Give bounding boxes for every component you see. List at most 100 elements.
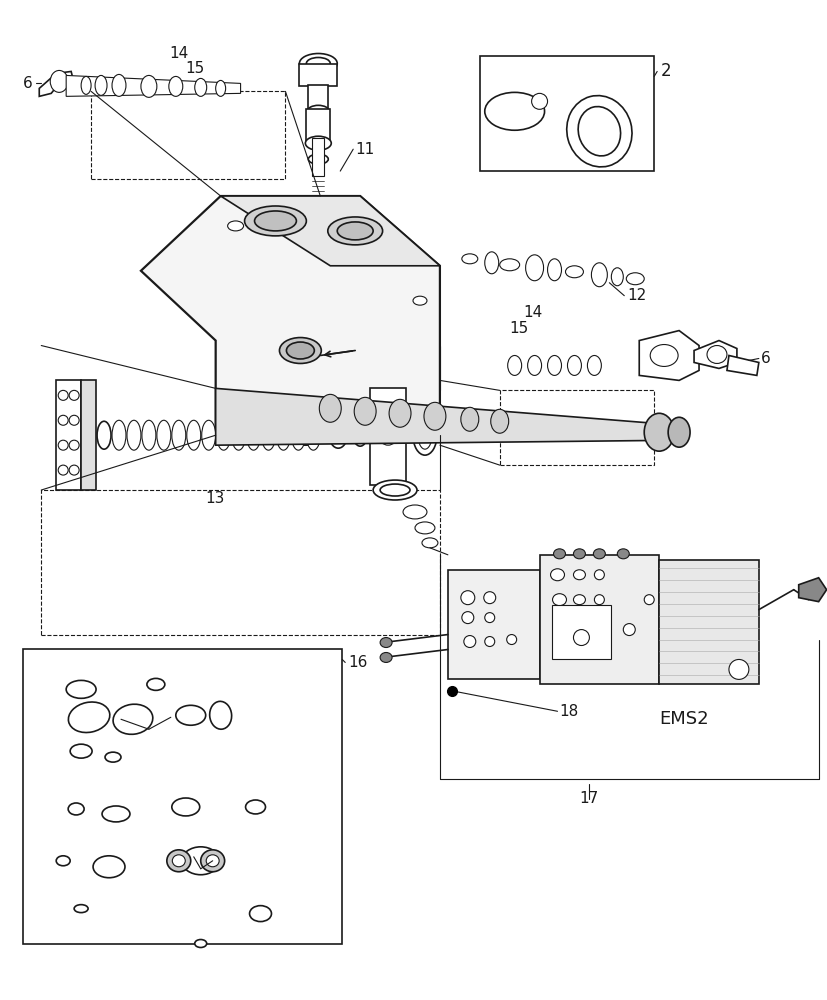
Ellipse shape xyxy=(461,407,478,431)
Text: EMS2: EMS2 xyxy=(658,710,708,728)
Ellipse shape xyxy=(246,800,265,814)
Ellipse shape xyxy=(706,346,726,363)
Ellipse shape xyxy=(280,338,321,363)
Ellipse shape xyxy=(354,397,375,425)
Ellipse shape xyxy=(127,420,141,450)
Ellipse shape xyxy=(105,752,121,762)
Polygon shape xyxy=(693,341,736,368)
Ellipse shape xyxy=(172,855,185,867)
Ellipse shape xyxy=(547,355,561,375)
Ellipse shape xyxy=(463,636,476,648)
Ellipse shape xyxy=(58,465,68,475)
Ellipse shape xyxy=(586,355,600,375)
Ellipse shape xyxy=(93,856,125,878)
Ellipse shape xyxy=(58,440,68,450)
Ellipse shape xyxy=(307,105,329,117)
Text: 18: 18 xyxy=(559,704,578,719)
Bar xyxy=(91,91,285,179)
Ellipse shape xyxy=(58,390,68,400)
Ellipse shape xyxy=(353,424,366,446)
Ellipse shape xyxy=(484,92,544,130)
Ellipse shape xyxy=(141,420,155,450)
Ellipse shape xyxy=(175,705,205,725)
Ellipse shape xyxy=(194,78,207,96)
Ellipse shape xyxy=(594,570,604,580)
Ellipse shape xyxy=(329,422,347,448)
Ellipse shape xyxy=(231,405,246,415)
Text: 6: 6 xyxy=(23,76,33,91)
Polygon shape xyxy=(215,388,678,445)
Ellipse shape xyxy=(461,612,473,624)
Ellipse shape xyxy=(194,940,207,947)
Ellipse shape xyxy=(69,465,79,475)
Polygon shape xyxy=(638,331,698,380)
Ellipse shape xyxy=(484,637,494,647)
Ellipse shape xyxy=(461,591,474,605)
Ellipse shape xyxy=(306,420,320,450)
Ellipse shape xyxy=(58,415,68,425)
Bar xyxy=(306,109,330,141)
Ellipse shape xyxy=(617,549,629,559)
Text: 14: 14 xyxy=(169,46,188,61)
Text: 17: 17 xyxy=(579,791,598,806)
Ellipse shape xyxy=(573,595,585,605)
Ellipse shape xyxy=(327,217,382,245)
Bar xyxy=(312,138,324,176)
Ellipse shape xyxy=(566,355,581,375)
Polygon shape xyxy=(66,75,241,96)
Ellipse shape xyxy=(146,678,165,690)
Ellipse shape xyxy=(141,75,156,97)
Ellipse shape xyxy=(500,259,519,271)
Text: 13: 13 xyxy=(205,491,225,506)
Ellipse shape xyxy=(610,268,623,286)
Ellipse shape xyxy=(244,206,306,236)
Ellipse shape xyxy=(286,425,324,445)
Ellipse shape xyxy=(299,54,337,73)
Ellipse shape xyxy=(254,211,296,231)
Ellipse shape xyxy=(527,355,541,375)
Ellipse shape xyxy=(461,254,477,264)
Ellipse shape xyxy=(69,415,79,425)
Ellipse shape xyxy=(547,259,561,281)
Polygon shape xyxy=(220,196,439,266)
Ellipse shape xyxy=(200,850,224,872)
Ellipse shape xyxy=(69,390,79,400)
Ellipse shape xyxy=(577,107,620,156)
Ellipse shape xyxy=(625,273,643,285)
Ellipse shape xyxy=(319,394,341,422)
Ellipse shape xyxy=(573,549,585,559)
Ellipse shape xyxy=(66,680,96,698)
Ellipse shape xyxy=(246,420,261,450)
Ellipse shape xyxy=(169,76,183,96)
Ellipse shape xyxy=(102,806,130,822)
Ellipse shape xyxy=(643,595,653,605)
Ellipse shape xyxy=(95,75,107,95)
Ellipse shape xyxy=(206,855,219,867)
Ellipse shape xyxy=(573,630,589,646)
Ellipse shape xyxy=(202,420,215,450)
Bar xyxy=(299,64,337,86)
Ellipse shape xyxy=(232,420,246,450)
Bar xyxy=(308,85,327,111)
Ellipse shape xyxy=(566,96,631,167)
Ellipse shape xyxy=(379,427,397,445)
Text: 6: 6 xyxy=(760,351,770,366)
Ellipse shape xyxy=(172,798,199,816)
Ellipse shape xyxy=(565,266,583,278)
Ellipse shape xyxy=(308,154,327,164)
Ellipse shape xyxy=(484,252,498,274)
Ellipse shape xyxy=(166,850,190,872)
Ellipse shape xyxy=(506,635,516,645)
Ellipse shape xyxy=(484,613,494,623)
Ellipse shape xyxy=(81,76,91,94)
Ellipse shape xyxy=(422,538,437,548)
Bar xyxy=(500,390,653,465)
Ellipse shape xyxy=(380,484,409,496)
Polygon shape xyxy=(370,388,405,485)
Ellipse shape xyxy=(156,420,170,450)
Ellipse shape xyxy=(643,413,673,451)
Polygon shape xyxy=(56,380,81,490)
Polygon shape xyxy=(141,196,439,435)
Ellipse shape xyxy=(74,905,88,913)
Ellipse shape xyxy=(337,222,373,240)
